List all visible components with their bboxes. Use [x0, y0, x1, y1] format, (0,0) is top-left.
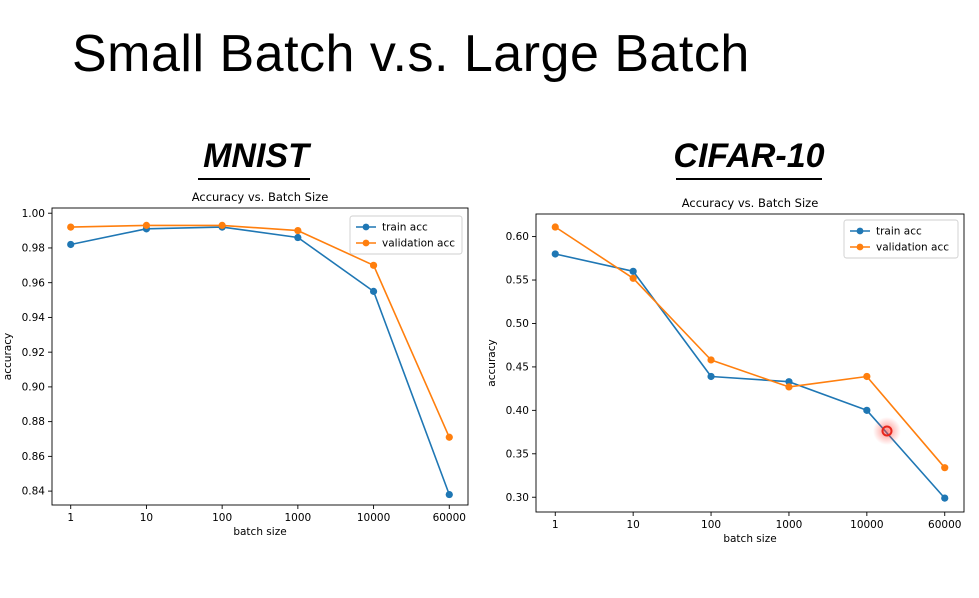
legend-train-acc-marker — [362, 223, 370, 231]
x-axis-label: batch size — [233, 526, 286, 538]
legend-validation-acc-marker — [362, 239, 370, 247]
y-tick-label: 0.84 — [22, 486, 46, 498]
plot-frame — [535, 213, 965, 513]
validation-acc-line — [70, 224, 451, 438]
validation-acc-point — [142, 221, 151, 229]
train-acc-line — [70, 226, 451, 495]
y-axis-label: accuracy — [2, 333, 14, 380]
y-tick-label: 0.55 — [506, 275, 529, 287]
validation-acc-point — [551, 223, 559, 231]
validation-acc-point — [369, 261, 378, 269]
validation-acc-point — [218, 221, 226, 229]
y-tick-label: 1.00 — [22, 208, 45, 220]
train-acc-point — [785, 378, 793, 386]
validation-acc-point — [863, 372, 871, 381]
y-tick-label: 0.92 — [22, 347, 45, 359]
y-axis-label: accuracy — [486, 339, 498, 386]
x-tick-label: 1000 — [284, 512, 311, 524]
y-tick-label: 0.30 — [506, 492, 529, 504]
legend-train-acc-marker — [856, 227, 864, 235]
y-tick-label: 0.88 — [22, 416, 45, 428]
y-tick-label: 0.50 — [506, 318, 529, 330]
x-tick-label: 10 — [626, 519, 639, 531]
y-tick-label: 0.96 — [22, 277, 46, 289]
train-acc-point — [67, 240, 75, 249]
x-tick-label: 60000 — [433, 512, 466, 524]
validation-acc-point — [67, 223, 75, 231]
y-tick-label: 0.98 — [22, 243, 45, 255]
validation-acc-line — [554, 226, 946, 469]
y-tick-label: 0.94 — [22, 312, 46, 324]
train-acc-point — [551, 250, 559, 258]
y-tick-label: 0.86 — [22, 451, 46, 463]
mnist-heading: MNIST — [203, 137, 309, 175]
chart-title: Accuracy vs. Batch Size — [192, 190, 329, 204]
validation-acc-point — [707, 356, 715, 364]
plot-frame — [51, 207, 469, 506]
legend-train-acc-label: train acc — [382, 222, 428, 234]
train-acc-line — [555, 253, 946, 499]
x-tick-label: 10000 — [850, 519, 883, 531]
train-acc-point — [863, 406, 871, 414]
mnist-heading-underline — [198, 178, 310, 180]
validation-acc-point — [941, 464, 949, 472]
legend-train-acc-label: train acc — [876, 226, 922, 238]
y-tick-label: 0.35 — [506, 448, 529, 460]
x-tick-label: 10 — [140, 512, 153, 524]
validation-acc-point — [294, 226, 302, 235]
y-tick-label: 0.40 — [506, 405, 529, 417]
train-acc-point — [629, 267, 637, 275]
x-tick-label: 100 — [701, 519, 721, 531]
x-tick-label: 1 — [67, 512, 74, 524]
x-axis-label: batch size — [723, 533, 776, 545]
x-tick-label: 100 — [212, 512, 232, 524]
x-tick-label: 1 — [552, 519, 559, 531]
validation-acc-point — [785, 383, 793, 391]
legend-validation-acc-label: validation acc — [876, 242, 949, 254]
x-tick-label: 60000 — [928, 519, 961, 531]
legend-box — [349, 215, 463, 255]
x-tick-label: 1000 — [776, 519, 803, 531]
train-acc-point — [941, 494, 949, 502]
x-tick-label: 10000 — [357, 512, 390, 524]
train-acc-point — [369, 287, 378, 295]
train-acc-point — [445, 490, 453, 499]
cifar-heading: CIFAR-10 — [673, 137, 825, 175]
y-tick-label: 0.60 — [506, 231, 529, 243]
y-tick-label: 0.90 — [22, 381, 45, 393]
validation-acc-point — [445, 433, 453, 441]
legend-box — [843, 219, 959, 259]
slide-title: Small Batch v.s. Large Batch — [72, 25, 750, 83]
y-tick-label: 0.45 — [506, 362, 529, 374]
chart-title: Accuracy vs. Batch Size — [682, 196, 819, 210]
cifar-heading-underline — [676, 178, 822, 180]
legend-validation-acc-marker — [856, 243, 864, 251]
validation-acc-point — [629, 274, 637, 282]
train-acc-point — [707, 372, 715, 381]
train-acc-point — [294, 233, 302, 242]
legend-validation-acc-label: validation acc — [382, 238, 455, 250]
